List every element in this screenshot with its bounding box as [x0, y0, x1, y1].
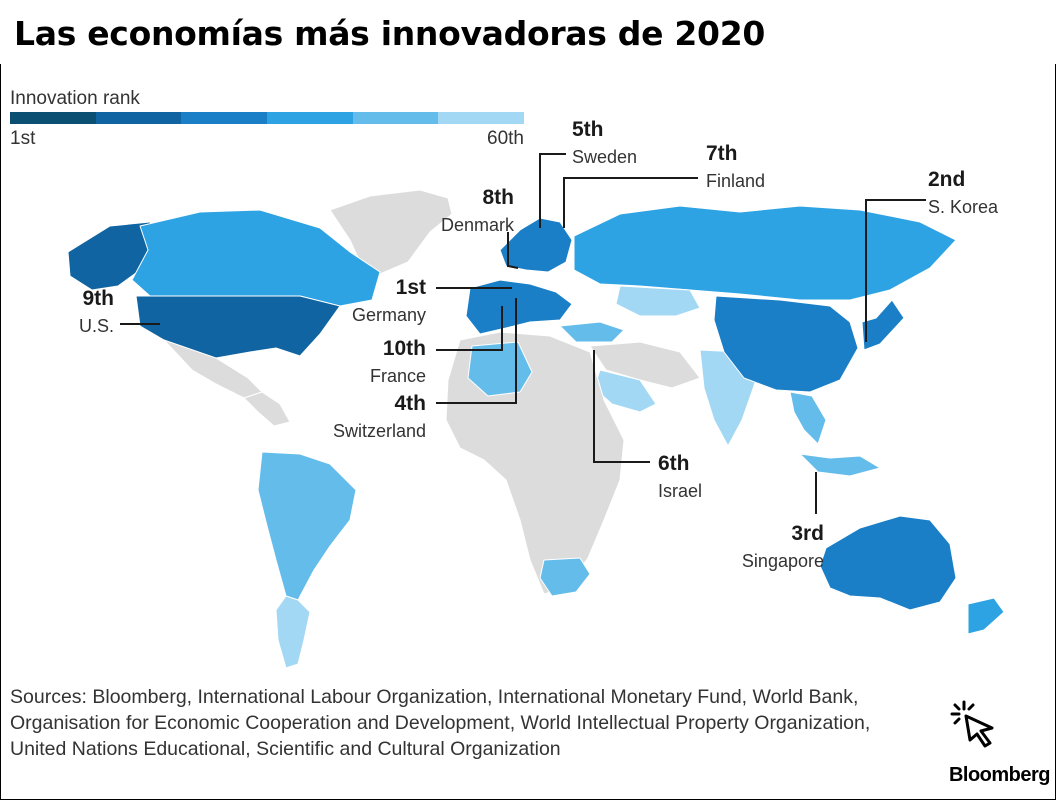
map-region-greenland — [329, 189, 453, 275]
map-region-indonesia — [799, 453, 881, 477]
legend-swatch-4 — [267, 112, 353, 124]
map-region-southeast-asia — [789, 391, 827, 445]
legend-swatch-3 — [181, 112, 268, 124]
map-region-argentina — [275, 595, 311, 669]
click-cursor-icon — [950, 700, 994, 748]
map-region-new-zealand — [967, 597, 1005, 635]
legend-label: Innovation rank — [10, 88, 140, 109]
callout-country-france: France — [370, 366, 426, 386]
legend-swatch-1 — [10, 112, 96, 124]
callout-rank-s-korea: 2nd — [928, 168, 965, 191]
callout-rank-israel: 6th — [658, 452, 690, 475]
callout-line-s-korea — [865, 199, 926, 342]
callout-line-israel — [593, 350, 650, 463]
bloomberg-logo: Bloomberg — [948, 764, 1051, 786]
callout-country-switzerland: Switzerland — [333, 421, 426, 441]
sources-note: Sources: Bloomberg, International Labour… — [10, 686, 871, 760]
map-region-south-america — [257, 451, 357, 601]
callout-country-s-korea: S. Korea — [928, 197, 999, 217]
callout-country-finland: Finland — [706, 171, 765, 191]
callout-rank-denmark: 8th — [483, 186, 515, 209]
callout-rank-singapore: 3rd — [791, 522, 824, 545]
map-region-kazakhstan — [615, 285, 701, 317]
callout-rank-finland: 7th — [706, 142, 738, 165]
legend-swatch-2 — [95, 112, 182, 124]
callout-country-sweden: Sweden — [572, 147, 637, 167]
legend-swatch-6 — [438, 112, 525, 124]
map-region-middle-east — [589, 341, 701, 389]
page-title: Las economías más innovadoras de 2020 — [14, 14, 766, 53]
map-region-western-europe — [465, 279, 573, 335]
legend-color-scale — [10, 112, 525, 124]
legend-min-label: 1st — [10, 128, 36, 149]
callout-rank-switzerland: 4th — [395, 392, 427, 415]
map-region-china — [713, 295, 859, 393]
callout-line-denmark — [507, 232, 519, 269]
callout-country-israel: Israel — [658, 481, 702, 501]
map-region-south-africa — [539, 557, 591, 597]
map-region-korea-japan — [861, 299, 905, 351]
map-region-turkey — [559, 321, 625, 343]
legend-max-label: 60th — [487, 128, 524, 149]
world-map: 1st Germany 2nd S. Korea 3rd Singapore 4th Swit… — [67, 118, 1005, 669]
callout-rank-france: 10th — [383, 337, 426, 360]
callout-group: 1st Germany 2nd S. Korea 3rd Singapore 4th Swit… — [79, 118, 999, 571]
callout-country-singapore: Singapore — [742, 551, 824, 571]
callout-rank-u-s-: 9th — [83, 287, 115, 310]
land-group — [67, 189, 1005, 669]
legend-swatch-5 — [352, 112, 439, 124]
title-bar: Las economías más innovadoras de 2020 — [0, 0, 1058, 64]
callout-line-sweden — [539, 153, 566, 228]
callout-line-france — [436, 306, 503, 351]
legend: Innovation rank 1st 60th — [10, 88, 525, 150]
callout-country-denmark: Denmark — [441, 215, 515, 235]
callout-rank-germany: 1st — [396, 276, 426, 299]
callout-rank-sweden: 5th — [572, 118, 604, 141]
map-region-russia — [573, 205, 957, 301]
callout-line-switzerland — [436, 298, 517, 404]
map-region-australia — [819, 515, 957, 611]
map-region-central-america — [243, 391, 291, 427]
callout-country-u-s-: U.S. — [79, 316, 114, 336]
map-region-u-s- — [135, 295, 341, 359]
callout-country-germany: Germany — [352, 305, 426, 325]
callout-line-finland — [563, 177, 698, 228]
